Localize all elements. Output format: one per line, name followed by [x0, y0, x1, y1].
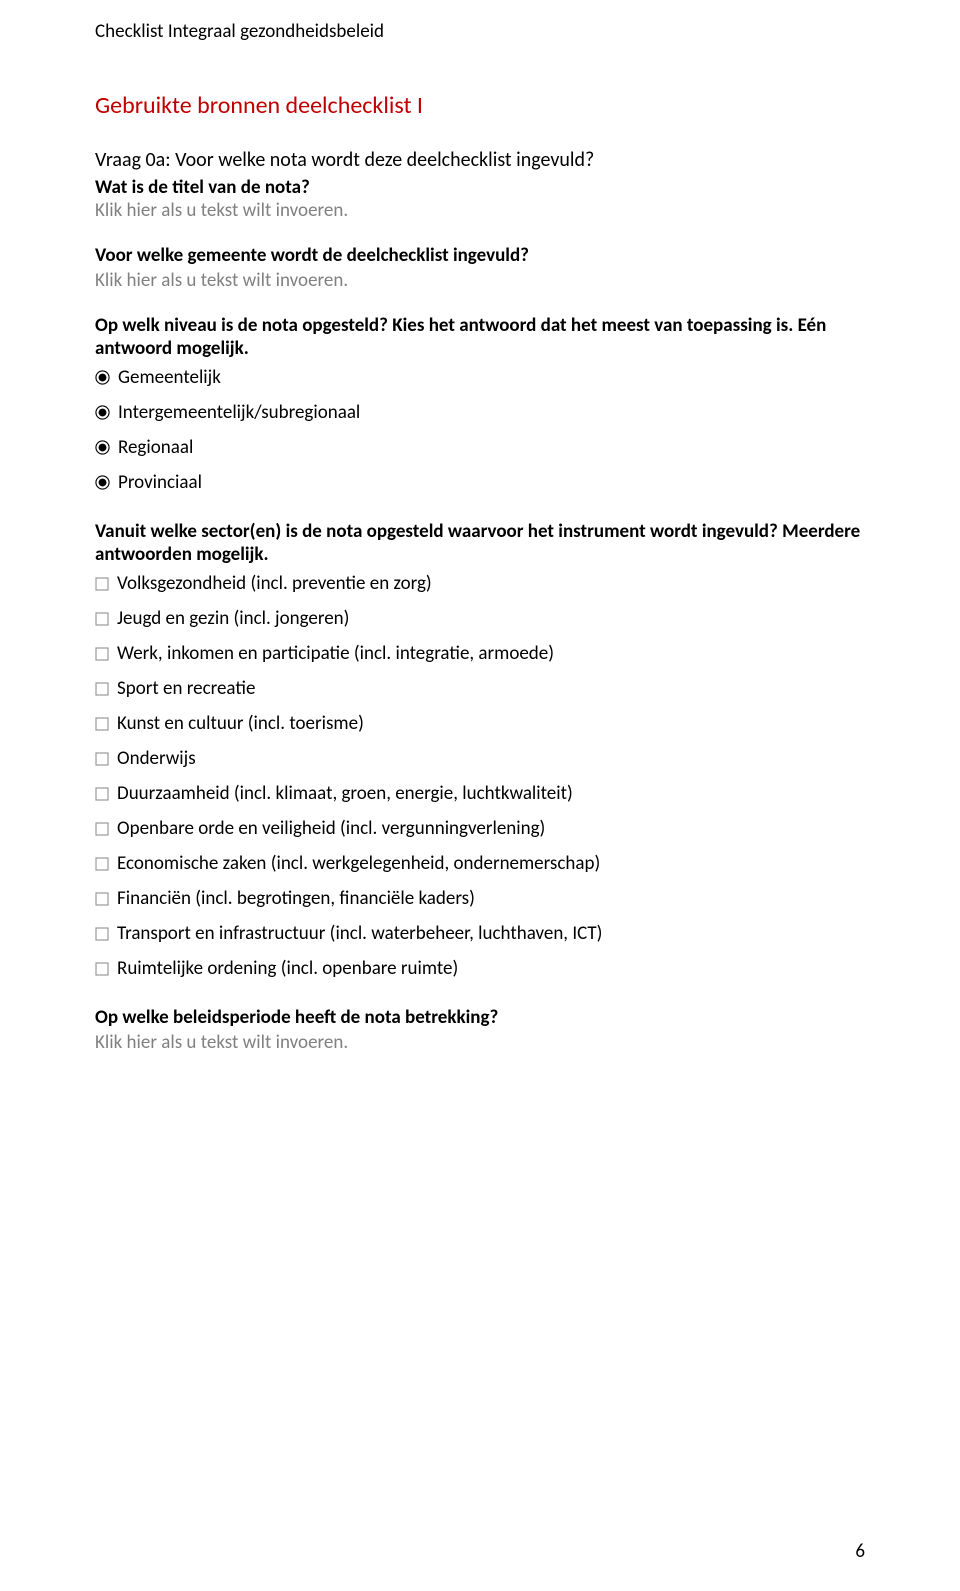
radio-option[interactable]: Provinciaal	[95, 471, 865, 494]
checkbox-group-sector: Volksgezondheid (incl. preventie en zorg…	[95, 572, 865, 980]
checkbox-label: Ruimtelijke ordening (incl. openbare rui…	[117, 957, 458, 980]
checkbox-label: Volksgezondheid (incl. preventie en zorg…	[117, 572, 432, 595]
document-header: Checklist Integraal gezondheidsbeleid	[95, 20, 865, 43]
checkbox-label: Openbare orde en veiligheid (incl. vergu…	[117, 817, 545, 840]
checkbox-option[interactable]: Kunst en cultuur (incl. toerisme)	[95, 712, 865, 735]
radio-filled-icon	[95, 475, 110, 490]
radio-option[interactable]: Intergemeentelijk/subregionaal	[95, 401, 865, 424]
checkbox-option[interactable]: Openbare orde en veiligheid (incl. vergu…	[95, 817, 865, 840]
checkbox-empty-icon	[95, 682, 109, 696]
checkbox-empty-icon	[95, 612, 109, 626]
page-number: 6	[855, 1540, 865, 1563]
radio-label: Regionaal	[118, 436, 193, 459]
checkbox-empty-icon	[95, 752, 109, 766]
checkbox-empty-icon	[95, 927, 109, 941]
checkbox-label: Onderwijs	[117, 747, 196, 770]
checkbox-empty-icon	[95, 717, 109, 731]
label-sector: Vanuit welke sector(en) is de nota opges…	[95, 520, 865, 566]
checkbox-empty-icon	[95, 892, 109, 906]
radio-filled-icon	[95, 440, 110, 455]
checkbox-option[interactable]: Jeugd en gezin (incl. jongeren)	[95, 607, 865, 630]
checkbox-label: Werk, inkomen en participatie (incl. int…	[117, 642, 554, 665]
input-nota-title[interactable]: Klik hier als u tekst wilt invoeren.	[95, 199, 865, 222]
checkbox-empty-icon	[95, 577, 109, 591]
radio-label: Gemeentelijk	[118, 366, 221, 389]
checkbox-option[interactable]: Ruimtelijke ordening (incl. openbare rui…	[95, 957, 865, 980]
checkbox-option[interactable]: Werk, inkomen en participatie (incl. int…	[95, 642, 865, 665]
checkbox-option[interactable]: Volksgezondheid (incl. preventie en zorg…	[95, 572, 865, 595]
radio-filled-icon	[95, 370, 110, 385]
checkbox-option[interactable]: Sport en recreatie	[95, 677, 865, 700]
radio-option[interactable]: Regionaal	[95, 436, 865, 459]
radio-option[interactable]: Gemeentelijk	[95, 366, 865, 389]
input-periode[interactable]: Klik hier als u tekst wilt invoeren.	[95, 1031, 865, 1054]
question-0a-title: Vraag 0a: Voor welke nota wordt deze dee…	[95, 148, 865, 172]
checkbox-option[interactable]: Onderwijs	[95, 747, 865, 770]
checkbox-label: Economische zaken (incl. werkgelegenheid…	[117, 852, 600, 875]
checkbox-empty-icon	[95, 787, 109, 801]
checkbox-option[interactable]: Duurzaamheid (incl. klimaat, groen, ener…	[95, 782, 865, 805]
radio-label: Provinciaal	[118, 471, 202, 494]
checkbox-label: Kunst en cultuur (incl. toerisme)	[117, 712, 364, 735]
checkbox-label: Duurzaamheid (incl. klimaat, groen, ener…	[117, 782, 573, 805]
checkbox-label: Sport en recreatie	[117, 677, 255, 700]
checkbox-option[interactable]: Transport en infrastructuur (incl. water…	[95, 922, 865, 945]
label-gemeente: Voor welke gemeente wordt de deelcheckli…	[95, 244, 865, 267]
checkbox-empty-icon	[95, 857, 109, 871]
radio-group-niveau: Gemeentelijk Intergemeentelijk/subregion…	[95, 366, 865, 494]
radio-label: Intergemeentelijk/subregionaal	[118, 401, 360, 424]
section-title: Gebruikte bronnen deelchecklist I	[95, 91, 865, 120]
checkbox-label: Transport en infrastructuur (incl. water…	[117, 922, 602, 945]
label-niveau: Op welk niveau is de nota opgesteld? Kie…	[95, 314, 865, 360]
input-gemeente[interactable]: Klik hier als u tekst wilt invoeren.	[95, 269, 865, 292]
checkbox-option[interactable]: Economische zaken (incl. werkgelegenheid…	[95, 852, 865, 875]
label-periode: Op welke beleidsperiode heeft de nota be…	[95, 1006, 865, 1029]
checkbox-option[interactable]: Financiën (incl. begrotingen, financiële…	[95, 887, 865, 910]
radio-filled-icon	[95, 405, 110, 420]
checkbox-label: Financiën (incl. begrotingen, financiële…	[117, 887, 475, 910]
checkbox-empty-icon	[95, 647, 109, 661]
checkbox-empty-icon	[95, 962, 109, 976]
checkbox-label: Jeugd en gezin (incl. jongeren)	[117, 607, 349, 630]
checkbox-empty-icon	[95, 822, 109, 836]
document-page: Checklist Integraal gezondheidsbeleid Ge…	[0, 0, 960, 1591]
label-nota-title: Wat is de titel van de nota?	[95, 176, 865, 199]
